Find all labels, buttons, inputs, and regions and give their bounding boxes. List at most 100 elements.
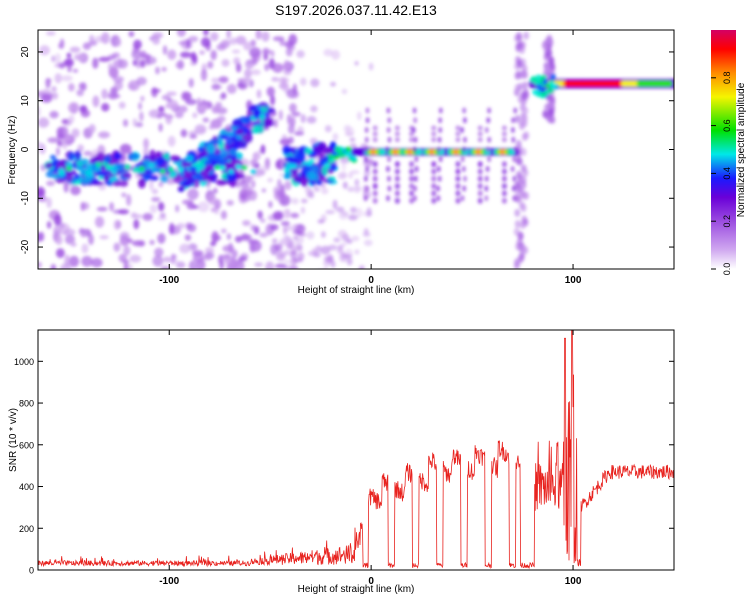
spectrogram-cell-361: [126, 238, 133, 244]
spectrogram-cell-336: [96, 206, 108, 212]
spectrogram-cell-1534: [409, 137, 415, 143]
spectrogram-cell-695: [297, 252, 305, 261]
spectrogram-cell-369: [89, 34, 95, 44]
spectrogram-cell-478: [167, 135, 176, 147]
spectrogram-cell-370: [82, 42, 92, 50]
spectrogram-cell-321: [46, 221, 52, 229]
spectrogram-cell-1220: [252, 125, 264, 134]
spectrogram-cell-363: [53, 214, 62, 226]
spectrogram-cell-512: [59, 223, 71, 236]
spectrogram-cell-619: [306, 231, 315, 240]
spectrogram-cell-1588: [477, 137, 483, 143]
spectrogram-cell-325: [122, 119, 129, 127]
spectrogram-cell-411: [247, 234, 253, 245]
spectrogram-cell-157: [174, 111, 184, 119]
spectrogram-cell-789: [517, 82, 524, 91]
spectrogram-cell-3: [264, 63, 270, 72]
spectrogram-cell-752: [522, 81, 529, 90]
spectrogram-cell-197: [71, 128, 80, 138]
spectrogram-cell-647: [292, 235, 300, 240]
spectrogram-cell-248: [241, 175, 254, 180]
spectrogram-marks: [38, 30, 674, 284]
spectrogram-cell-338: [127, 80, 140, 91]
spectrogram-cell-299: [133, 39, 142, 50]
spectrogram-cell-1567: [455, 183, 461, 190]
spectrogram-cell-347: [46, 180, 55, 187]
spectrogram-cell-1571: [455, 131, 461, 137]
spectrogram-cell-34: [187, 188, 199, 200]
colorbar-label: Normalized spectral amplitude: [736, 82, 747, 217]
spectrogram-cell-277: [60, 263, 72, 269]
spectrogram-cell-1059: [103, 156, 112, 163]
spectrogram-cell-413: [270, 224, 279, 231]
spectrogram-cell-655: [363, 239, 373, 247]
spectrogram-cell-1621: [386, 175, 391, 182]
spectrogram-cell-343: [176, 30, 186, 37]
spectrogram-cell-1626: [386, 126, 391, 133]
spectrogram-cell-611: [297, 125, 305, 135]
spectrogram-cell-1662: [485, 166, 490, 173]
spectrogram-cell-589: [299, 77, 307, 86]
spectrogram-cell-1527: [415, 149, 423, 155]
spectrogram-y-tick-label-1: -10: [20, 191, 31, 206]
snr-x-tick-label-2: 100: [565, 576, 582, 587]
spectrogram-cell-397: [125, 194, 132, 207]
spectrogram-cell-255: [76, 89, 84, 97]
spectrogram-cell-598: [282, 208, 292, 219]
spectrogram-cell-1654: [462, 146, 467, 153]
spectrogram-cell-769: [521, 132, 528, 141]
spectrogram-cell-479: [131, 240, 144, 247]
spectrogram-cell-476: [77, 144, 84, 153]
spectrogram-cell-1678: [513, 107, 518, 114]
spectrogram-cell-1322: [327, 176, 336, 181]
spectrogram-cell-1511: [394, 168, 400, 175]
spectrogram-cell-1656: [460, 126, 465, 133]
spectrogram-cell-141: [235, 35, 247, 45]
snr-panel: -100 0 100 0 200 400 600 800 1000 Height of str…: [8, 329, 675, 595]
spectrogram-cell-469: [143, 148, 149, 156]
spectrogram-cell-1605: [501, 197, 507, 204]
spectrogram-cell-756: [515, 156, 522, 165]
spectrogram-cell-307: [253, 151, 261, 161]
spectrogram-cell-1344: [303, 160, 313, 166]
spectrogram-cell-1018: [96, 151, 105, 160]
colorbar-tick-label-0: 0.0: [722, 263, 732, 276]
spectrogram-cell-458: [168, 222, 175, 235]
spectrogram-cell-711: [514, 208, 521, 217]
spectrogram-cell-1613: [363, 156, 368, 163]
spectrogram-cell-1494: [372, 175, 378, 182]
spectrogram-cell-1609: [363, 195, 368, 202]
spectrogram-cell-528: [320, 231, 326, 238]
colorbar-tick-label-2: 0.4: [722, 167, 732, 180]
spectrogram-cell-393: [261, 31, 270, 42]
spectrogram-cell-190: [251, 179, 256, 189]
spectrogram-cell-220: [151, 196, 161, 202]
spectrogram-cell-400: [249, 159, 258, 166]
spectrogram-cell-785: [515, 42, 522, 51]
spectrogram-cell-245: [38, 261, 42, 268]
spectrogram-cell-94: [220, 210, 228, 220]
spectrogram-cell-671: [288, 273, 297, 279]
spectrogram-cell-1077: [117, 166, 124, 172]
spectrogram-cell-1244: [185, 176, 195, 186]
spectrogram-cell-1359: [316, 180, 323, 186]
colorbar-tick-label-3: 0.6: [722, 119, 732, 132]
spectrogram-cell-1409: [338, 153, 345, 159]
spectrogram-cell-1252: [253, 108, 262, 117]
spectrogram-cell-156: [286, 113, 292, 125]
spectrogram-cell-1589: [477, 131, 483, 137]
spectrogram-cell-265: [221, 39, 231, 45]
spectrogram-cell-187: [179, 51, 192, 58]
spectrogram-cell-1570: [455, 137, 461, 143]
spectrogram-x-axis-label: Height of straight line (km): [298, 285, 415, 296]
spectrogram-cell-1585: [477, 183, 483, 190]
spectrogram-cell-616: [294, 272, 301, 282]
spectrogram-cell-594: [332, 275, 342, 284]
spectrogram-cell-294: [107, 91, 119, 100]
spectrogram-cell-1664: [485, 146, 490, 153]
spectrogram-cell-1624: [385, 146, 390, 153]
snr-x-tick-label-1: 0: [368, 576, 374, 587]
spectrogram-cell-201: [250, 39, 256, 47]
spectrogram-cell-511: [261, 188, 267, 193]
